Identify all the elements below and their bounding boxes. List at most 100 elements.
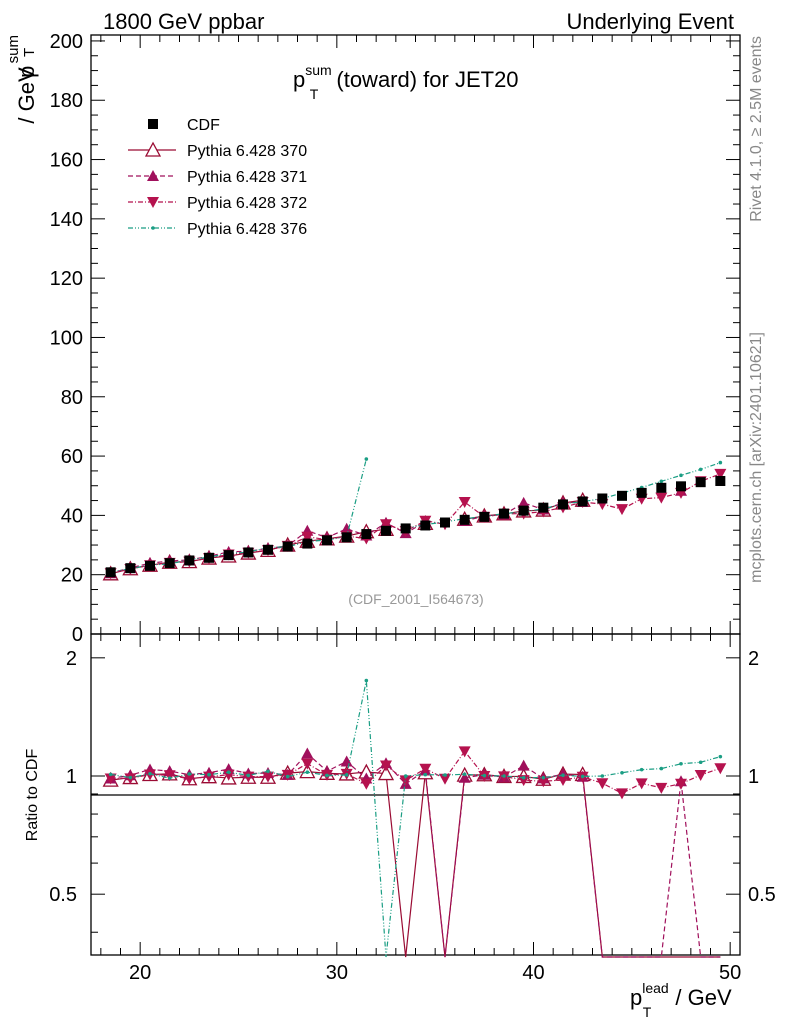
point-pythia-6-428-376 (718, 460, 723, 465)
ratio-tick-label-right: 2 (748, 648, 759, 670)
point-pythia-6-428-372 (301, 531, 314, 543)
ratio-point-pythia-6-428-376 (364, 678, 369, 683)
point-pythia-6-428-371 (517, 496, 530, 508)
analysis-watermark: (CDF_2001_I564673) (348, 591, 483, 607)
legend-entry-371: Pythia 6.428 371 (128, 169, 307, 186)
ratio-point-pythia-6-428-372 (360, 778, 373, 790)
point-cdf (518, 505, 529, 516)
ratio-point-pythia-6-428-372 (301, 758, 314, 770)
side-note-bottom: mcplots.cern.ch [arXiv:2401.10621] (748, 332, 765, 583)
legend-label-372: Pythia 6.428 372 (187, 195, 307, 212)
point-pythia-6-428-376 (679, 473, 683, 478)
header-left: 1800 GeV ppbar (103, 9, 264, 34)
ratio-point-pythia-6-428-376 (502, 774, 506, 778)
ratio-point-pythia-6-428-372 (104, 773, 117, 785)
legend: CDF Pythia 6.428 370 Pythia 6.428 371 Py… (128, 117, 307, 238)
point-pythia-6-428-376 (364, 457, 369, 461)
legend-label-cdf: CDF (187, 117, 220, 134)
point-cdf (164, 558, 175, 569)
ratio-point-pythia-6-428-376 (718, 754, 723, 759)
point-pythia-6-428-376 (698, 467, 703, 472)
ratio-axis-label: Ratio to CDF (24, 749, 41, 842)
ratio-point-pythia-6-428-376 (285, 774, 290, 779)
tick-labels: 20 30 40 50 0 20 40 60 80 100 120 140 160 180 200 0.5 0.… (49, 31, 776, 984)
point-pythia-6-428-371 (340, 522, 353, 534)
ratio-point-pythia-6-428-376 (187, 772, 192, 776)
y-tick-label: 0 (72, 624, 83, 646)
ratio-point-pythia-6-428-376 (148, 771, 152, 776)
ratio-point-pythia-6-428-376 (344, 773, 349, 777)
legend-entry-cdf: CDF (148, 117, 220, 134)
ratio-point-pythia-6-428-372 (537, 776, 550, 788)
ratio-point-pythia-6-428-372 (616, 788, 628, 800)
point-cdf (381, 525, 391, 536)
ratio-point-pythia-6-428-376 (226, 770, 231, 775)
point-cdf (538, 502, 549, 513)
point-pythia-6-428-372 (655, 492, 668, 504)
ratio-point-pythia-6-428-376 (443, 773, 447, 777)
ratio-tick-label: 2 (66, 648, 77, 670)
ratio-point-pythia-6-428-376 (403, 774, 408, 778)
ratio-point-pythia-6-428-376 (462, 772, 467, 777)
ratio-point-pythia-6-428-372 (419, 763, 432, 775)
point-pythia-6-428-372 (380, 519, 392, 531)
ratio-point-pythia-6-428-372 (163, 770, 176, 782)
y-tick-label: 200 (50, 31, 83, 53)
point-cdf (184, 555, 195, 566)
x-tick-label: 20 (129, 962, 151, 984)
ratio-point-pythia-6-428-372 (222, 769, 235, 781)
ratio-point-pythia-6-428-372 (557, 774, 569, 786)
point-cdf (459, 514, 470, 525)
side-note-top: Rivet 4.1.0, ≥ 2.5M events (748, 36, 765, 222)
ratio-point-pythia-6-428-376 (679, 761, 683, 766)
point-pythia-6-428-372 (616, 504, 628, 516)
point-cdf (263, 544, 273, 555)
legend-marker-372 (147, 197, 159, 208)
main-series (102, 457, 727, 581)
y-tick-label: 40 (61, 505, 83, 527)
point-pythia-6-428-372 (714, 468, 727, 480)
point-cdf (499, 508, 509, 519)
y-tick-label: 20 (61, 565, 83, 587)
point-cdf (282, 541, 293, 552)
ratio-point-pythia-6-428-376 (580, 774, 585, 779)
point-cdf (361, 529, 372, 540)
point-cdf (479, 511, 490, 522)
ratio-point-pythia-6-428-376 (620, 770, 624, 775)
point-cdf (105, 567, 116, 578)
point-cdf (204, 552, 214, 563)
legend-entry-372: Pythia 6.428 372 (128, 195, 307, 212)
y-tick-label: 60 (61, 446, 83, 468)
ratio-point-pythia-6-428-372 (262, 771, 274, 783)
point-cdf (322, 535, 332, 546)
point-cdf (636, 487, 647, 498)
ratio-point-pythia-6-428-372 (439, 773, 451, 785)
ratio-point-pythia-6-428-371 (340, 755, 353, 767)
point-cdf (695, 477, 706, 488)
axis-ticks (91, 35, 740, 955)
ratio-tick-label-right: 1 (748, 766, 759, 788)
legend-entry-370: Pythia 6.428 370 (128, 141, 307, 160)
point-cdf (341, 532, 352, 543)
point-cdf (558, 499, 568, 510)
y-tick-label: 80 (61, 387, 83, 409)
header-right: Underlying Event (566, 9, 734, 34)
ratio-point-pythia-6-428-372 (675, 778, 687, 790)
legend-marker-370 (144, 141, 162, 157)
x-tick-label: 30 (326, 962, 348, 984)
legend-entry-376: Pythia 6.428 376 (128, 221, 307, 238)
y-axis-label: / GeVsumTp (5, 35, 39, 124)
legend-marker-cdf (148, 119, 158, 129)
legend-label-370: Pythia 6.428 370 (187, 143, 307, 160)
ratio-line-pythia-6-428-376 (110, 680, 721, 958)
point-cdf (597, 493, 608, 504)
legend-marker-371 (147, 170, 159, 181)
point-cdf (440, 517, 450, 528)
x-tick-label: 40 (522, 962, 544, 984)
ratio-line-pythia-6-428-371 (110, 752, 721, 958)
point-cdf (243, 547, 254, 558)
ratio-point-pythia-6-428-372 (458, 746, 471, 758)
point-cdf (715, 475, 726, 486)
ratio-point-pythia-6-428-372 (714, 763, 727, 775)
